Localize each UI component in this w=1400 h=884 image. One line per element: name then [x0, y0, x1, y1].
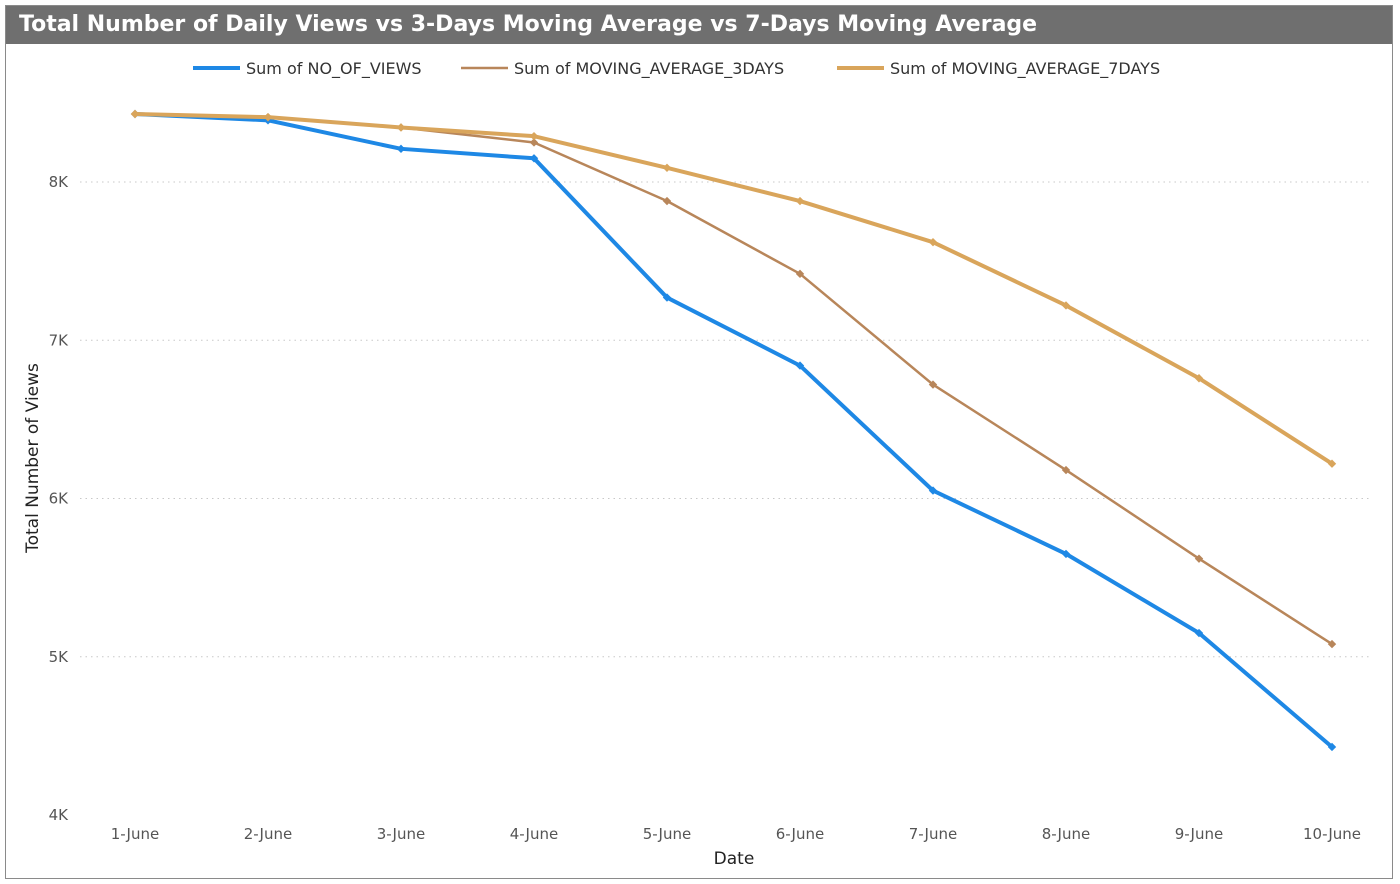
x-tick-label: 1-June	[111, 825, 159, 843]
data-point	[1061, 301, 1071, 310]
legend: Sum of NO_OF_VIEWS Sum of MOVING_AVERAGE_…	[193, 59, 1160, 79]
x-tick-label: 8-June	[1042, 825, 1090, 843]
chart-title: Total Number of Daily Views vs 3-Days Mo…	[6, 6, 1392, 44]
data-point	[396, 144, 406, 154]
data-point	[928, 237, 938, 247]
data-point	[795, 269, 805, 279]
data-point	[1061, 465, 1071, 475]
x-tick-label: 10-June	[1303, 825, 1361, 843]
legend-label: Sum of MOVING_AVERAGE_7DAYS	[890, 59, 1160, 79]
x-tick-label: 5-June	[643, 825, 691, 843]
chart-frame: Total Number of Daily Views vs 3-Days Mo…	[5, 5, 1393, 879]
data-point	[662, 293, 672, 302]
data-point	[662, 196, 672, 206]
data-point	[529, 138, 539, 147]
y-tick-label: 4K	[49, 806, 70, 824]
x-tick-label: 7-June	[909, 825, 957, 843]
series-2	[130, 109, 1337, 649]
data-point	[795, 196, 805, 206]
y-tick-label: 7K	[49, 331, 70, 349]
data-point	[1327, 742, 1337, 752]
series-3	[130, 109, 1337, 468]
data-point	[928, 486, 938, 495]
series-lines	[130, 109, 1337, 752]
data-point	[529, 154, 539, 163]
x-tick-label: 4-June	[510, 825, 558, 843]
data-point	[1061, 549, 1071, 559]
data-point	[1194, 374, 1204, 383]
x-tick-label: 3-June	[377, 825, 425, 843]
x-tick-label: 6-June	[776, 825, 824, 843]
legend-label: Sum of MOVING_AVERAGE_3DAYS	[514, 59, 784, 79]
y-axis-title: Total Number of Views	[23, 363, 43, 554]
x-tick-label: 9-June	[1175, 825, 1223, 843]
data-point	[662, 163, 672, 173]
data-point	[1327, 639, 1337, 649]
gridlines	[80, 181, 1370, 658]
data-point	[396, 123, 406, 132]
data-point	[130, 109, 140, 119]
data-point	[1327, 459, 1337, 468]
legend-label: Sum of NO_OF_VIEWS	[246, 59, 422, 79]
series-line	[133, 112, 1334, 466]
y-tick-label: 8K	[49, 173, 70, 191]
data-point	[795, 361, 805, 370]
data-point	[928, 380, 938, 389]
y-tick-label: 6K	[49, 490, 70, 508]
x-axis-ticks: 1-June 2-June 3-June 4-June 5-June 6-June 7-Ju…	[111, 825, 1361, 843]
series-1	[130, 109, 1337, 752]
y-tick-label: 5K	[49, 648, 70, 666]
y-axis-ticks: 4K 5K 6K 7K 8K	[49, 173, 70, 824]
data-point	[263, 112, 273, 122]
data-point	[529, 131, 539, 141]
x-axis-title: Date	[714, 849, 755, 869]
x-tick-label: 2-June	[244, 825, 292, 843]
series-line	[133, 112, 1334, 646]
series-line	[133, 112, 1334, 749]
data-point	[1194, 554, 1204, 563]
data-point	[1194, 628, 1204, 638]
